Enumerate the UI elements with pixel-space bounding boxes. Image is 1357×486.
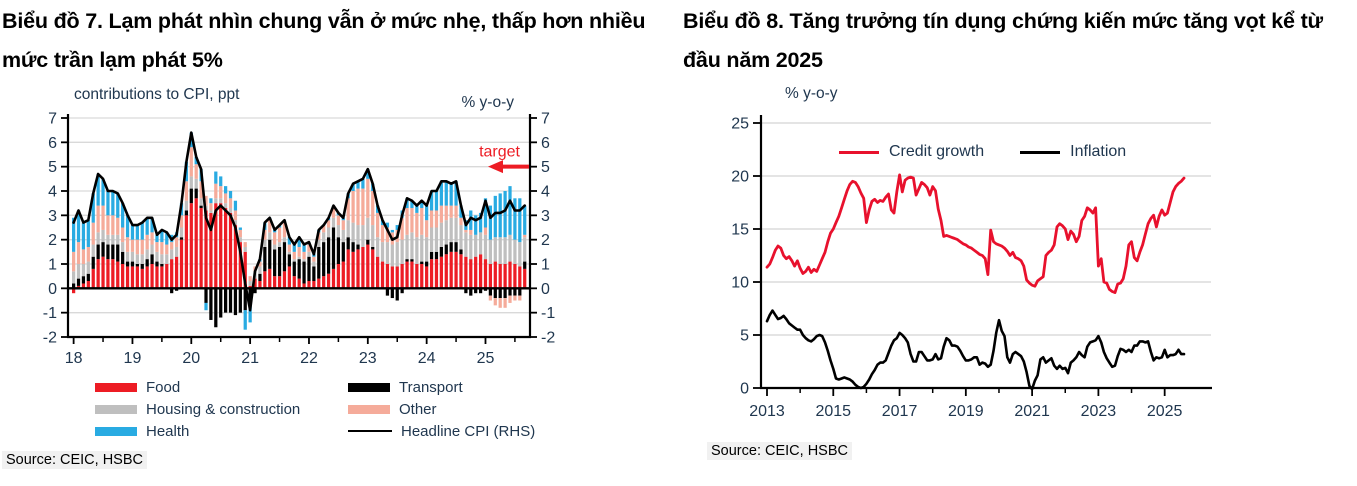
legend-item-housing: Housing & construction <box>95 398 300 420</box>
svg-text:5: 5 <box>48 159 57 176</box>
right-axis-unit-label: % y-o-y <box>461 94 514 111</box>
credit-growth-line-icon <box>839 150 879 154</box>
svg-text:3: 3 <box>48 208 57 225</box>
legend-label: Transport <box>399 378 463 396</box>
svg-text:4: 4 <box>541 184 550 201</box>
svg-text:2: 2 <box>48 232 57 249</box>
svg-text:3: 3 <box>541 208 550 225</box>
svg-text:0: 0 <box>48 281 57 298</box>
legend-label: Other <box>399 400 437 418</box>
svg-text:22: 22 <box>300 350 318 367</box>
svg-text:7: 7 <box>48 111 57 128</box>
svg-text:target: target <box>479 144 520 161</box>
chart-7-legend: Food Housing & construction Health Trans… <box>0 376 660 446</box>
svg-text:2017: 2017 <box>882 403 918 420</box>
legend-label: Credit growth <box>889 143 985 160</box>
svg-text:10: 10 <box>731 275 749 292</box>
legend-label: Inflation <box>1070 143 1127 160</box>
chart-8-source: Source: CEIC, HSBC <box>707 442 852 460</box>
legend-item-inflation: Inflation <box>1020 143 1126 161</box>
svg-text:25: 25 <box>731 116 749 133</box>
legend-label: Health <box>146 422 190 440</box>
svg-text:15: 15 <box>731 222 749 239</box>
svg-text:23: 23 <box>359 350 377 367</box>
svg-text:5: 5 <box>541 159 550 176</box>
svg-text:0: 0 <box>740 381 749 398</box>
svg-text:20: 20 <box>182 350 200 367</box>
svg-text:5: 5 <box>740 328 749 345</box>
chart-8-legend: Credit growth Inflation <box>839 143 1162 161</box>
cpi-contributions-plot: -2 -2-1 -10 01 12 23 34 45 56 67 718 19 20 21 22 23 24 25… <box>43 111 556 368</box>
headline-cpi-line-icon <box>348 430 392 432</box>
legend-item-transport: Transport <box>348 376 535 398</box>
svg-text:-2: -2 <box>43 330 57 347</box>
svg-text:2019: 2019 <box>948 403 984 420</box>
chart-7-title: Biểu đồ 7. Lạm phát nhìn chung vẫn ở mức… <box>2 9 646 72</box>
svg-text:6: 6 <box>541 135 550 152</box>
svg-text:-2: -2 <box>541 330 555 347</box>
health-swatch-icon <box>95 426 137 436</box>
svg-text:19: 19 <box>124 350 142 367</box>
legend-item-other: Other <box>348 398 535 420</box>
svg-text:2013: 2013 <box>749 403 785 420</box>
svg-text:0: 0 <box>541 281 550 298</box>
food-swatch-icon <box>95 382 137 392</box>
svg-text:2021: 2021 <box>1014 403 1050 420</box>
svg-text:18: 18 <box>65 350 83 367</box>
svg-text:1: 1 <box>541 257 550 274</box>
svg-text:1: 1 <box>48 257 57 274</box>
svg-text:24: 24 <box>418 350 436 367</box>
svg-text:20: 20 <box>731 169 749 186</box>
svg-text:-1: -1 <box>541 305 555 322</box>
chart-8-title: Biểu đồ 8. Tăng trưởng tín dụng chứng ki… <box>683 9 1323 72</box>
svg-text:2025: 2025 <box>1147 403 1183 420</box>
svg-text:2: 2 <box>541 232 550 249</box>
transport-swatch-icon <box>348 382 390 392</box>
svg-text:-1: -1 <box>43 305 57 322</box>
svg-text:25: 25 <box>477 350 495 367</box>
legend-label: Food <box>146 378 181 396</box>
svg-text:21: 21 <box>241 350 259 367</box>
axis-unit-label: % y-o-y <box>785 85 838 102</box>
other-swatch-icon <box>348 404 390 414</box>
legend-item-health: Health <box>95 420 300 442</box>
panel-chart-7: Biểu đồ 7. Lạm phát nhìn chung vẫn ở mức… <box>0 0 662 486</box>
svg-text:2023: 2023 <box>1081 403 1117 420</box>
credit-growth-chart: % y-o-y 0 5 10 15 20 25 2013 2015 2017 2019 2021 20… <box>681 85 1357 425</box>
chart-7-source: Source: CEIC, HSBC <box>2 451 147 469</box>
svg-text:7: 7 <box>541 111 550 128</box>
legend-item-credit-growth: Credit growth <box>839 143 984 161</box>
cpi-contributions-chart: contributions to CPI, ppt % y-o-y -2 -2 -1… <box>0 85 662 380</box>
svg-text:4: 4 <box>48 184 57 201</box>
legend-label: Headline CPI (RHS) <box>401 422 536 440</box>
panel-chart-8: Biểu đồ 8. Tăng trưởng tín dụng chứng ki… <box>681 0 1357 486</box>
housing-swatch-icon <box>95 404 137 414</box>
svg-text:2015: 2015 <box>815 403 851 420</box>
legend-column-1: Food Housing & construction Health <box>95 376 300 442</box>
inflation-line-icon <box>1020 150 1061 154</box>
legend-column-2: Transport Other Headline CPI (RHS) <box>348 376 535 442</box>
legend-item-food: Food <box>95 376 300 398</box>
legend-label: Housing & construction <box>146 400 301 418</box>
svg-text:6: 6 <box>48 135 57 152</box>
legend-item-headline-cpi: Headline CPI (RHS) <box>348 420 535 442</box>
left-axis-unit-label: contributions to CPI, ppt <box>74 86 240 103</box>
